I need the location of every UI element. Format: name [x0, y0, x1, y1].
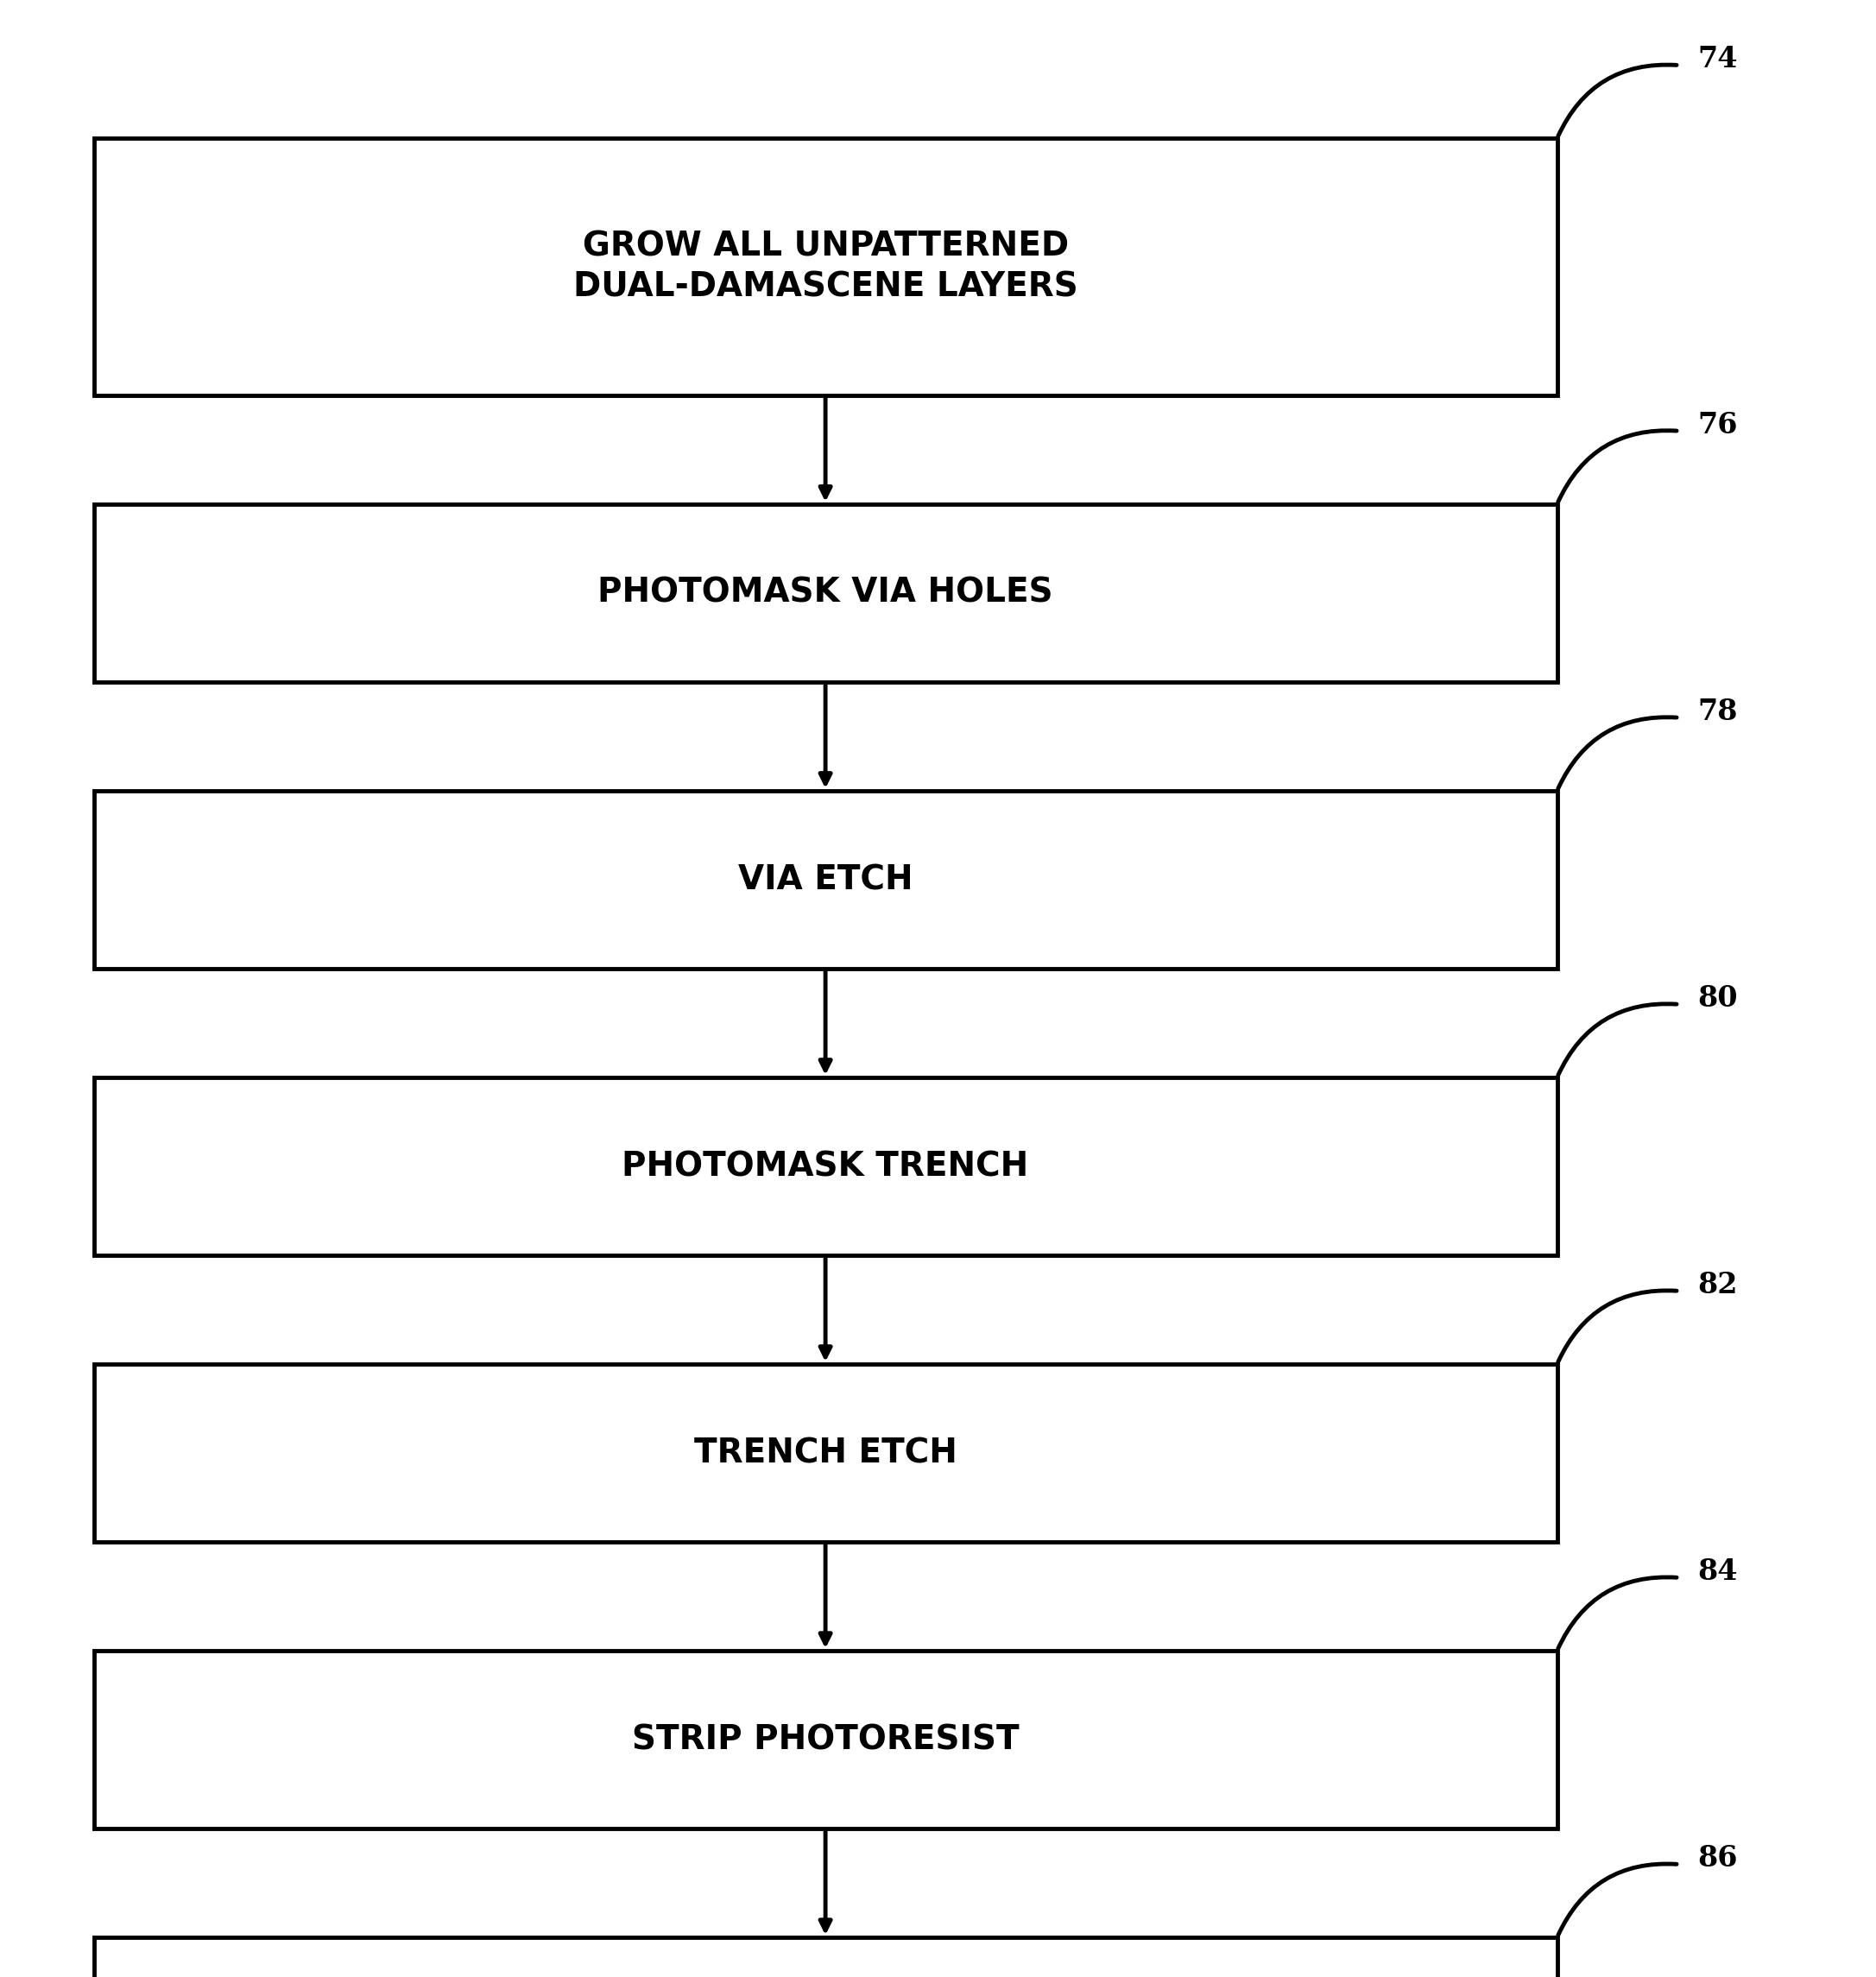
Text: 86: 86 — [1698, 1845, 1737, 1872]
FancyBboxPatch shape — [94, 1651, 1557, 1829]
Text: GROW ALL UNPATTERNED
DUAL-DAMASCENE LAYERS: GROW ALL UNPATTERNED DUAL-DAMASCENE LAYE… — [572, 229, 1079, 304]
Text: PHOTOMASK VIA HOLES: PHOTOMASK VIA HOLES — [598, 577, 1052, 609]
FancyBboxPatch shape — [94, 791, 1557, 969]
FancyBboxPatch shape — [94, 138, 1557, 395]
FancyBboxPatch shape — [94, 1364, 1557, 1542]
Text: 80: 80 — [1698, 985, 1737, 1012]
FancyBboxPatch shape — [94, 1077, 1557, 1255]
Text: 82: 82 — [1698, 1271, 1737, 1299]
Text: 74: 74 — [1698, 45, 1737, 73]
Text: 78: 78 — [1698, 698, 1737, 726]
Text: 76: 76 — [1698, 411, 1737, 439]
Text: PHOTOMASK TRENCH: PHOTOMASK TRENCH — [623, 1151, 1028, 1182]
Text: STRIP PHOTORESIST: STRIP PHOTORESIST — [632, 1724, 1019, 1756]
Text: VIA ETCH: VIA ETCH — [737, 864, 914, 896]
FancyBboxPatch shape — [94, 1937, 1557, 1977]
Text: 84: 84 — [1698, 1558, 1737, 1586]
Text: TRENCH ETCH: TRENCH ETCH — [694, 1437, 957, 1469]
FancyBboxPatch shape — [94, 504, 1557, 682]
